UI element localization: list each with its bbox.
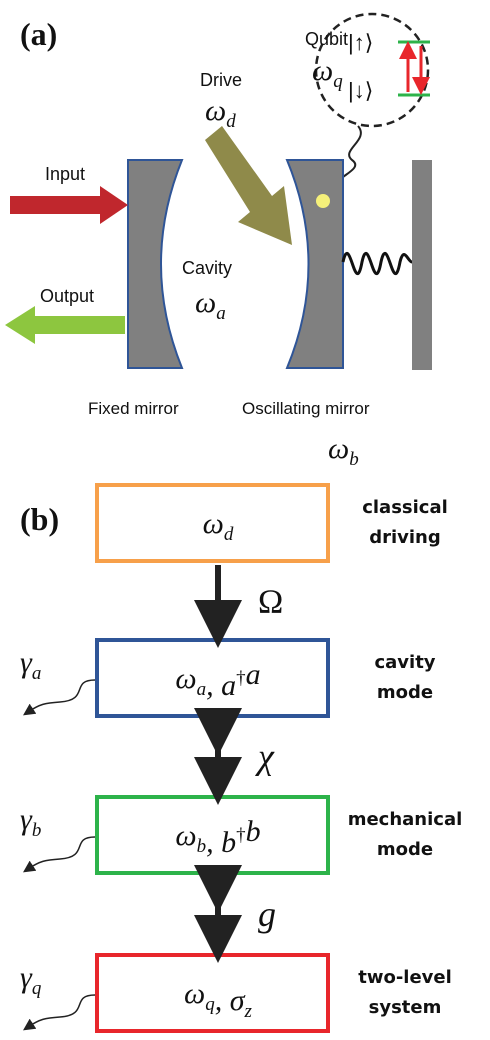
mirror-freq: ωb xyxy=(328,432,359,470)
input-label: Input xyxy=(45,164,85,184)
coupling-label: Ω xyxy=(258,584,283,621)
math-symbol: ω xyxy=(203,507,224,540)
qubit-title: Qubit xyxy=(305,29,348,49)
math-symbol: ω xyxy=(205,94,226,127)
loss-rate: γb xyxy=(20,803,41,841)
mode-label: mode xyxy=(377,682,433,703)
qubit-freq: ωq xyxy=(312,54,343,92)
loss-rate: γq xyxy=(20,961,42,999)
fixed-mirror-label: Fixed mirror xyxy=(88,399,179,418)
math-symbol: b xyxy=(246,815,261,848)
math-symbol: a xyxy=(246,658,261,691)
drive-title: Drive xyxy=(200,70,242,90)
cavity-title: Cavity xyxy=(182,258,232,278)
mode-box xyxy=(97,955,328,1031)
subscript: a xyxy=(197,679,207,700)
math-symbol: b xyxy=(221,826,236,859)
math-symbol: a xyxy=(221,669,236,702)
math-symbol: ω xyxy=(184,977,205,1010)
subscript: z xyxy=(244,1001,253,1022)
coupling-label: g xyxy=(258,894,276,934)
math-symbol: ω xyxy=(328,432,349,465)
input-arrow xyxy=(10,186,128,224)
mode-label: driving xyxy=(369,527,441,548)
mode-label: mechanical xyxy=(348,809,463,830)
subscript: b xyxy=(32,820,42,841)
subscript: q xyxy=(32,978,42,999)
superscript: † xyxy=(236,825,246,846)
math-symbol: σ xyxy=(230,984,246,1017)
figure: (a) Qubit ωq |↑⟩ |↓⟩ Drive ωd Input Outp… xyxy=(0,0,490,1040)
math-symbol: , xyxy=(206,826,221,859)
drive-freq: ωd xyxy=(205,94,236,132)
loss-rate: γa xyxy=(20,646,41,684)
state-down: |↓⟩ xyxy=(348,78,373,103)
state-up: |↑⟩ xyxy=(348,30,373,55)
loss-arrow xyxy=(28,837,95,869)
coupling-label: χ xyxy=(255,737,275,777)
subscript: b xyxy=(349,449,359,470)
math-symbol: ω xyxy=(175,819,196,852)
box-content: ωq, σz xyxy=(184,977,252,1022)
math-symbol: , xyxy=(215,984,230,1017)
math-symbol: ω xyxy=(312,54,333,87)
math-symbol: ω xyxy=(195,286,216,319)
math-symbol: ω xyxy=(175,662,196,695)
superscript: † xyxy=(236,668,246,689)
panel-label: (a) xyxy=(20,16,57,52)
qubit-dot xyxy=(316,194,330,208)
spring xyxy=(343,253,412,273)
mode-label: classical xyxy=(362,497,448,518)
drive-arrow xyxy=(205,126,292,245)
oscillating-mirror-label: Oscillating mirror xyxy=(242,399,370,418)
mode-label: cavity xyxy=(374,652,435,673)
fixed-mirror xyxy=(128,160,182,368)
subscript: a xyxy=(216,303,226,324)
subscript: a xyxy=(32,663,42,684)
loss-arrow xyxy=(28,680,95,712)
subscript: q xyxy=(333,71,343,92)
mode-label: system xyxy=(369,997,442,1018)
output-arrow xyxy=(5,306,125,344)
oscillating-mirror xyxy=(287,160,343,368)
panel-label: (b) xyxy=(20,501,59,537)
wall xyxy=(412,160,432,370)
loss-arrow xyxy=(28,995,95,1027)
math-symbol: , xyxy=(206,669,221,702)
box-content: ωb, b†b xyxy=(175,815,260,859)
box-content: ωd xyxy=(203,507,234,545)
mode-label: mode xyxy=(377,839,433,860)
box-content: ωa, a†a xyxy=(175,658,260,702)
mode-label: two-level xyxy=(358,967,452,988)
subscript: q xyxy=(205,994,215,1015)
cavity-freq: ωa xyxy=(195,286,226,324)
subscript: b xyxy=(197,836,207,857)
subscript: d xyxy=(226,111,236,132)
subscript: d xyxy=(224,524,234,545)
output-label: Output xyxy=(40,286,94,306)
